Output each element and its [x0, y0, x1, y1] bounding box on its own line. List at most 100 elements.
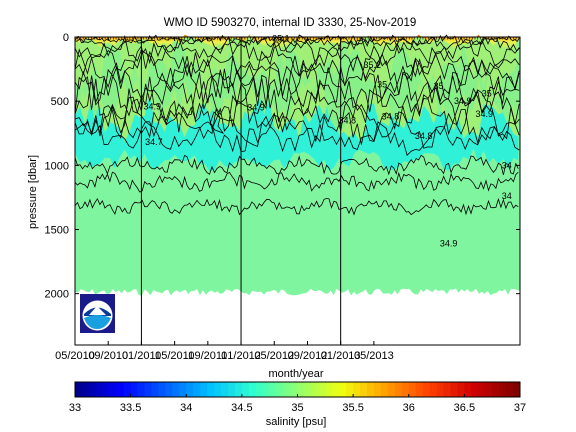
contour-label: 34.9: [247, 103, 265, 113]
x-tick-label: 09/2012: [288, 350, 328, 362]
plot-frame: [74, 36, 521, 346]
colorbar-tick-label: 36: [403, 402, 415, 414]
colorbar-segment: [485, 382, 493, 397]
contour-label: 34.9: [454, 96, 472, 106]
colorbar-segment: [116, 382, 125, 397]
colorbar-segment: [387, 382, 396, 397]
colorbar-segment: [450, 382, 458, 397]
colorbar-segment: [102, 382, 111, 397]
colorbar-segment: [276, 382, 285, 397]
logo-wave: [84, 315, 111, 329]
contour-line: [74, 120, 520, 156]
contour-label: 34.8: [415, 131, 433, 141]
noaa-logo: [80, 294, 115, 333]
colorbar-segment: [207, 382, 215, 397]
colorbar-segment: [346, 382, 354, 397]
colorbar-segment: [415, 382, 424, 397]
colorbar-tick-label: 33.5: [120, 402, 141, 414]
x-axis-label: month/year: [268, 368, 323, 380]
colorbar-segment: [318, 382, 326, 397]
x-tick-label: 09/2010: [88, 350, 128, 362]
y-axis-label: pressure [dbar]: [27, 155, 39, 229]
colorbar-segment: [227, 382, 236, 397]
colorbar-segment: [492, 382, 500, 397]
contour-line: [74, 171, 519, 193]
colorbar-segment: [457, 382, 465, 397]
colorbar-segment: [464, 382, 472, 397]
contour-line: [74, 66, 520, 125]
colorbar-tick-label: 34.5: [231, 402, 252, 414]
contour-line: [74, 39, 520, 80]
colorbar-segment: [269, 382, 278, 397]
logo-gull: [89, 306, 106, 315]
colorbar-tick-label: 37: [514, 402, 526, 414]
surface-layer: [75, 34, 520, 51]
contour-line: [74, 72, 520, 136]
colorbar-segment: [360, 382, 368, 397]
colorbar-label: salinity [psu]: [266, 416, 327, 428]
colorbar-segment: [471, 382, 479, 397]
colorbar-segment: [158, 382, 166, 397]
contour-label: 34: [502, 160, 512, 170]
colorbar-segment: [172, 382, 180, 397]
contour-line: [74, 89, 520, 140]
colorbar-segment: [214, 382, 222, 397]
colorbar-segment: [283, 382, 292, 397]
colorbar-segment: [429, 382, 438, 397]
colorbar-segment: [373, 382, 382, 397]
contour-label: 35: [377, 79, 387, 89]
x-tick-label: 05/2011: [155, 350, 194, 362]
colorbar-segment: [499, 382, 507, 397]
contour-line: [74, 154, 519, 176]
colorbar: 33 33.5 34 34.5 35 35.5 36 36.5 37: [69, 381, 526, 414]
colorbar-segment: [332, 382, 340, 397]
colorbar-segment: [297, 382, 305, 397]
colorbar-segment: [408, 382, 417, 397]
colorbar-segment: [339, 382, 347, 397]
colorbar-segment: [353, 382, 361, 397]
colorbar-segment: [137, 382, 146, 397]
colorbar-segment: [290, 382, 298, 397]
x-tick-label: 09/2011: [188, 350, 227, 362]
colorbar-segment: [380, 382, 389, 397]
colorbar-segment: [513, 382, 521, 397]
colorbar-segment: [478, 382, 486, 397]
x-tick-label: 05/2010: [55, 350, 95, 362]
colorbar-segment: [394, 382, 403, 397]
colorbar-segment: [88, 382, 97, 397]
x-tick-label: 01/2012: [221, 350, 261, 362]
contour-label: 34.8: [339, 115, 357, 125]
colorbar-segment: [436, 382, 445, 397]
colorbar-segment: [151, 382, 159, 397]
colorbar-segment: [75, 382, 83, 397]
colorbar-segment: [422, 382, 431, 397]
contour-line: [74, 55, 520, 106]
colorbar-segment: [95, 382, 104, 397]
contour-label: 35.2: [363, 60, 381, 70]
colorbar-segment: [262, 382, 271, 397]
colorbar-segment: [443, 382, 451, 397]
colorbar-segment: [123, 382, 132, 397]
colorbar-segment: [193, 382, 201, 397]
contour-label: 35: [434, 81, 444, 91]
x-tick-label: 05/2013: [354, 350, 394, 362]
y-tick-label: 1500: [45, 225, 69, 237]
colorbar-segment: [165, 382, 173, 397]
intermediate-water-band: [75, 94, 519, 172]
colorbar-segment: [109, 382, 118, 397]
contour-label: 34: [502, 191, 512, 201]
contour-line: [74, 197, 519, 216]
colorbar-segment: [130, 382, 139, 397]
contour-label: 34.8: [382, 112, 400, 122]
x-tick-label: 01/2013: [321, 350, 361, 362]
colorbar-segment: [401, 382, 410, 397]
y-tick-label: 500: [51, 96, 69, 108]
plot-area: 35.2 35 34.9 34.9 34.8 34.8 34.7 34.8 35 34.9 35 34…: [74, 33, 521, 345]
y-tick-label: 1000: [45, 160, 69, 172]
contour-line: [74, 105, 520, 149]
colorbar-tick-label: 33: [69, 402, 81, 414]
contour-label: 35.1: [272, 33, 290, 43]
colorbar-segment: [81, 382, 90, 397]
contour-line: [74, 35, 521, 53]
contour-line: [209, 111, 225, 134]
